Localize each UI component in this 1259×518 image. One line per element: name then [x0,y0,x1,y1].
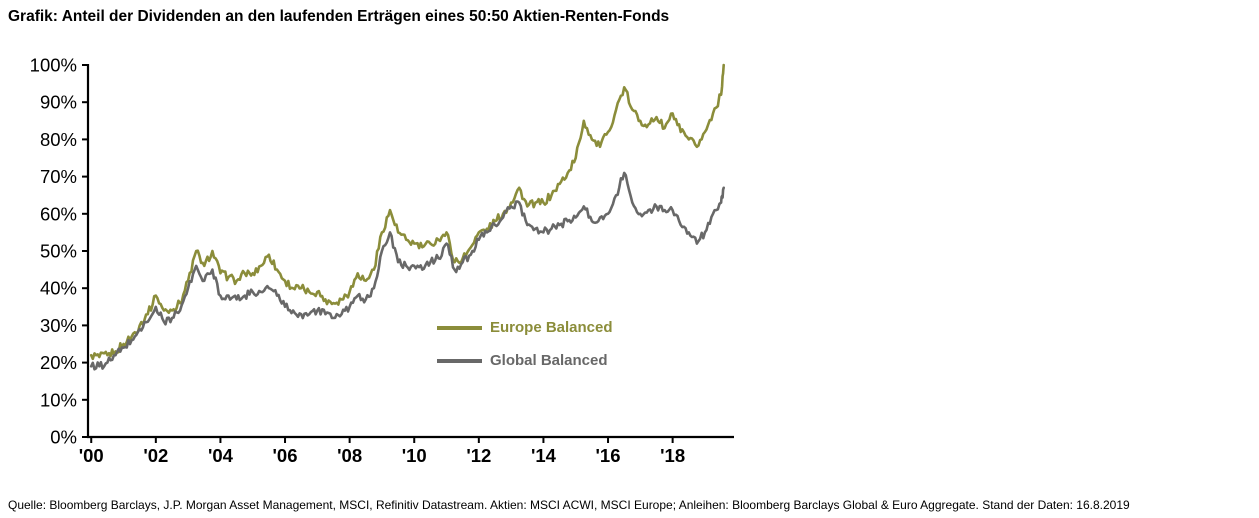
x-tick-label: '18 [660,445,685,466]
legend-item-global-balanced: Global Balanced [437,352,613,369]
x-tick-label: '10 [402,445,427,466]
series-line-europe-balanced [89,63,725,361]
legend-label-global-balanced: Global Balanced [490,352,608,369]
x-tick-label: '06 [273,445,298,466]
x-tick-label: '04 [208,445,234,466]
y-tick-label: 10% [40,389,77,410]
y-tick-label: 40% [40,278,77,299]
y-tick-label: 30% [40,315,77,336]
legend-label-europe-balanced: Europe Balanced [490,319,613,336]
y-tick-label: 20% [40,352,77,373]
y-tick-label: 60% [40,203,77,224]
y-tick-label: 0% [50,427,77,448]
series-line-global-balanced [89,171,725,371]
x-tick-label: '14 [531,445,557,466]
europe-balanced-line-swatch [437,325,482,330]
chart-legend: Europe Balanced Global Balanced [437,319,613,385]
global-balanced-line-swatch [437,358,482,363]
legend-item-europe-balanced: Europe Balanced [437,319,613,336]
chart-title: Grafik: Anteil der Dividenden an den lau… [8,8,670,25]
y-tick-label: 50% [40,241,77,262]
x-tick-label: '12 [466,445,491,466]
x-tick-label: '08 [337,445,362,466]
y-tick-label: 70% [40,166,77,187]
y-tick-label: 100% [30,55,77,76]
x-tick-label: '16 [596,445,621,466]
x-tick-label: '02 [143,445,168,466]
y-tick-label: 90% [40,92,77,113]
x-tick-label: '00 [79,445,104,466]
y-tick-label: 80% [40,129,77,150]
dividend-share-line-chart: 0% 10% 20% 30% 40% 50% 60% 70% 80% 90% 100% '00 '02 '… [30,55,734,466]
source-note: Quelle: Bloomberg Barclays, J.P. Morgan … [8,498,1130,512]
